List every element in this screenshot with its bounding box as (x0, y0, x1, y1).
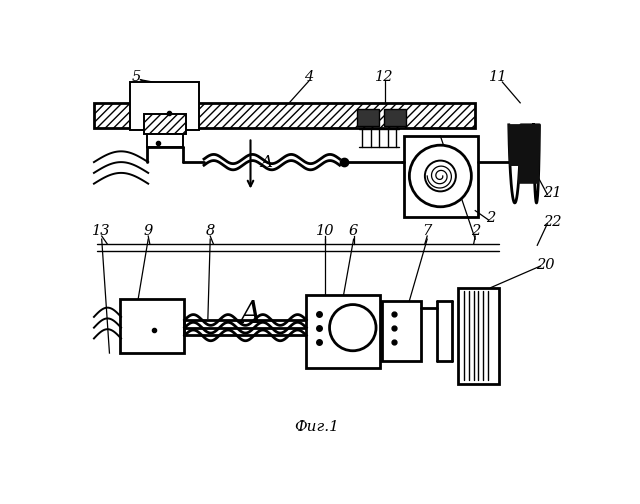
Text: 10: 10 (316, 224, 334, 238)
Text: 2: 2 (470, 224, 480, 238)
Bar (131, 82, 198, 130)
Circle shape (410, 145, 472, 207)
Text: 6: 6 (349, 224, 358, 238)
Polygon shape (509, 125, 534, 165)
Text: 8: 8 (205, 224, 215, 238)
Text: 20: 20 (536, 258, 554, 272)
Bar (384, 109, 406, 126)
Text: 7: 7 (422, 224, 432, 238)
Text: 9: 9 (143, 224, 153, 238)
Text: Фиг.1: Фиг.1 (294, 420, 339, 434)
Bar (382, 301, 421, 361)
Circle shape (330, 304, 376, 351)
Bar (120, 299, 184, 353)
Bar (143, 114, 186, 134)
Text: 22: 22 (543, 215, 562, 229)
Text: A: A (260, 154, 272, 171)
Text: 12: 12 (375, 71, 394, 85)
Bar (147, 134, 183, 148)
Text: 5: 5 (131, 71, 140, 85)
Bar (404, 136, 477, 217)
Bar (458, 288, 499, 384)
Text: 4: 4 (304, 71, 313, 85)
Text: 11: 11 (489, 71, 508, 85)
Bar (307, 295, 380, 368)
Text: A: A (239, 299, 262, 330)
Text: 21: 21 (543, 186, 562, 200)
Bar (358, 109, 379, 126)
Text: 13: 13 (92, 224, 111, 238)
Polygon shape (509, 125, 540, 203)
Text: 2: 2 (486, 211, 495, 225)
Bar (94, 103, 476, 128)
Circle shape (425, 161, 456, 192)
Polygon shape (518, 125, 540, 183)
